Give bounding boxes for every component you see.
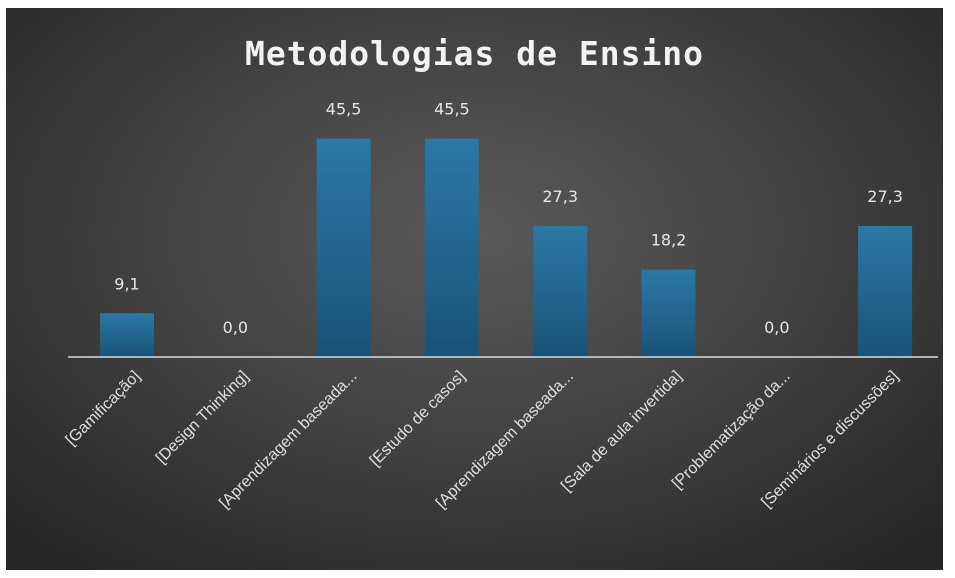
x-tick-label-6: [Problematização da... [669, 368, 794, 493]
bar-4 [533, 226, 588, 357]
bar-2 [316, 138, 371, 357]
x-tick-label-3: [Estudo de casos] [367, 368, 469, 470]
bars-layer [100, 138, 913, 357]
x-tick-label-1: [Design Thinking] [153, 368, 252, 467]
data-label-6: 0,0 [764, 318, 789, 337]
bar-0 [100, 313, 154, 357]
data-label-2: 45,5 [326, 100, 362, 119]
data-label-7: 27,3 [867, 187, 903, 206]
data-label-0: 9,1 [114, 274, 139, 293]
chart-title: Metodologias de Ensino [244, 34, 705, 73]
bar-7 [858, 226, 913, 357]
data-labels-layer: 9,1 0,0 45,5 45,5 27,3 18,2 0,0 27,3 [114, 100, 903, 337]
x-tick-label-0: [Gamificação] [63, 368, 144, 449]
x-tick-label-5: [Sala de aula invertida] [558, 368, 685, 495]
data-label-3: 45,5 [434, 100, 470, 119]
bar-5 [641, 269, 696, 357]
chart-area: Metodologias de Ensino 9,1 0,0 45,5 45,5 27,… [6, 8, 943, 570]
bar-3 [424, 138, 479, 357]
data-label-5: 18,2 [651, 231, 687, 250]
bar-chart-plot: 9,1 0,0 45,5 45,5 27,3 18,2 0,0 27,3 [Gamificaç… [63, 100, 938, 512]
data-label-4: 27,3 [542, 187, 578, 206]
data-label-1: 0,0 [223, 318, 248, 337]
x-tick-labels-layer: [Gamificação] [Design Thinking][Aprendiza… [63, 368, 902, 512]
